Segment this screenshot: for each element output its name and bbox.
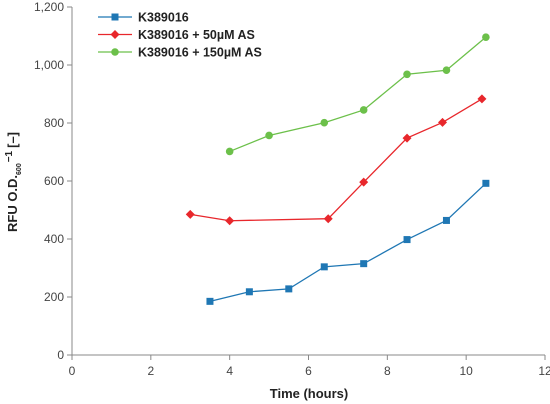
- data-point: [245, 288, 253, 296]
- y-tick-label: 0: [57, 348, 64, 362]
- y-tick-label: 600: [44, 174, 64, 188]
- legend-entry-3: K389016 + 150µM AS: [98, 46, 262, 60]
- series-1: [206, 179, 490, 305]
- y-axis-title-sup: −1: [4, 150, 15, 162]
- data-point: [442, 66, 451, 75]
- x-tick-label: 2: [147, 364, 154, 378]
- x-tick-label: 0: [69, 364, 76, 378]
- legend-label: K389016 + 150µM AS: [138, 46, 262, 60]
- data-point: [206, 297, 214, 305]
- data-point: [285, 285, 293, 293]
- data-point: [323, 214, 333, 224]
- data-point: [185, 209, 195, 219]
- axes: 0 200 400 600 800 1,000 1,200 0 2 4 6 8 10 12: [34, 0, 550, 378]
- data-point: [403, 236, 411, 244]
- y-axis-title-sub: 600: [16, 163, 23, 175]
- legend-entry-1: K389016: [98, 11, 189, 25]
- legend-marker: [110, 30, 120, 39]
- data-point: [265, 131, 273, 140]
- legend-label: K389016: [138, 11, 189, 25]
- y-tick-label: 1,000: [34, 58, 64, 72]
- y-axis-title: RFU O.D.600−1 [–]: [4, 132, 23, 232]
- y-tick-label: 1,200: [34, 0, 64, 14]
- x-tick-label: 8: [384, 364, 391, 378]
- series-line: [209, 182, 487, 302]
- legend-marker: [111, 48, 119, 56]
- y-axis-title-unit: [–]: [5, 132, 20, 148]
- data-point: [320, 263, 328, 271]
- data-point: [477, 94, 487, 104]
- data-point: [320, 118, 329, 127]
- y-axis-title-main: RFU O.D.: [5, 175, 20, 232]
- x-tick-label: 12: [538, 364, 550, 378]
- y-tick-label: 800: [44, 116, 64, 130]
- data-point: [360, 260, 368, 268]
- series-2: [185, 94, 487, 226]
- data-point: [442, 216, 450, 224]
- data-point: [482, 33, 490, 41]
- x-tick-label: 10: [459, 364, 473, 378]
- x-axis-title: Time (hours): [270, 386, 349, 401]
- legend-marker: [111, 13, 119, 21]
- y-tick-label: 200: [44, 290, 64, 304]
- x-tick-label: 6: [305, 364, 312, 378]
- data-point: [359, 106, 368, 114]
- series-3: [225, 33, 490, 156]
- y-tick-label: 400: [44, 232, 64, 246]
- series-line: [190, 98, 483, 222]
- data-point: [403, 70, 411, 79]
- legend-entry-2: K389016 + 50µM AS: [98, 28, 255, 42]
- series-layer: [185, 33, 490, 305]
- data-point: [225, 216, 235, 226]
- x-tick-label: 4: [226, 364, 233, 378]
- data-point: [359, 177, 369, 187]
- data-point: [402, 133, 412, 143]
- data-point: [438, 117, 448, 127]
- legend-label: K389016 + 50µM AS: [138, 28, 255, 42]
- data-point: [225, 147, 234, 156]
- legend: K389016 K389016 + 50µM AS K389016 + 150µM …: [98, 11, 262, 60]
- data-point: [482, 179, 490, 187]
